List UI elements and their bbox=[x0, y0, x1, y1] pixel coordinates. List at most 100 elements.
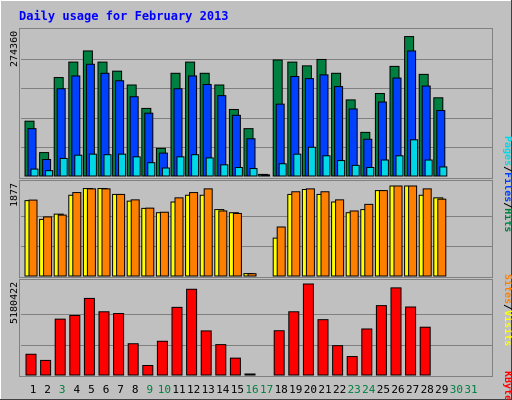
day-label: 1 bbox=[30, 383, 37, 396]
kbytes-bar bbox=[69, 314, 81, 376]
day-label: 12 bbox=[187, 383, 200, 396]
kbytes-bar bbox=[171, 306, 183, 376]
pages-bar bbox=[59, 157, 68, 177]
day-label: 19 bbox=[289, 383, 302, 396]
kbytes-bar bbox=[54, 318, 66, 376]
sites-bar bbox=[57, 214, 67, 277]
day-label: 28 bbox=[421, 383, 434, 396]
day-label: 15 bbox=[231, 383, 244, 396]
day-label: 5 bbox=[88, 383, 95, 396]
kbytes-bar bbox=[405, 306, 417, 376]
visits-ymax-label: 1877 bbox=[9, 183, 20, 207]
pages-bar bbox=[366, 166, 375, 177]
sites-bar bbox=[130, 199, 140, 277]
pages-bar bbox=[176, 156, 185, 177]
sites-bar bbox=[247, 273, 257, 277]
panel-hits-files-pages bbox=[21, 36, 492, 177]
sites-bar bbox=[145, 207, 155, 277]
kbytes-bar bbox=[419, 326, 431, 376]
pages-bar bbox=[424, 159, 433, 177]
sites-bar bbox=[203, 188, 213, 277]
legend-hits: Hits bbox=[502, 208, 512, 232]
kbytes-bar bbox=[127, 343, 139, 376]
kbytes-bar bbox=[156, 340, 168, 376]
day-label: 8 bbox=[132, 383, 139, 396]
day-axis: 1 2 3 4 5 6 7 8 9 10 11 12 13 14 15 16 17 18 19 20 21 22 23 24 2… bbox=[30, 383, 478, 396]
sites-bar bbox=[349, 210, 359, 277]
kbytes-bar bbox=[375, 305, 387, 376]
pages-bar bbox=[147, 162, 156, 177]
kbytes-ymax-label: 5180422 bbox=[9, 282, 20, 324]
day-label: 16 bbox=[245, 383, 258, 396]
pages-bar bbox=[307, 146, 316, 177]
kbytes-bar bbox=[317, 319, 329, 376]
day-label: 24 bbox=[362, 383, 376, 396]
pages-bar bbox=[103, 154, 112, 177]
day-label: 26 bbox=[391, 383, 404, 396]
sites-bar bbox=[174, 197, 184, 277]
legend-files: Files bbox=[502, 172, 512, 202]
pages-bar bbox=[118, 153, 127, 177]
kbytes-bar bbox=[302, 283, 314, 376]
legend-separator: / bbox=[502, 202, 512, 208]
files-bar bbox=[217, 95, 227, 177]
pages-bar bbox=[191, 154, 200, 177]
kbytes-bar bbox=[390, 287, 402, 376]
day-label: 20 bbox=[304, 383, 317, 396]
kbytes-bar bbox=[142, 365, 154, 376]
pages-bar bbox=[380, 159, 389, 177]
kbytes-bar bbox=[40, 359, 52, 376]
day-label: 22 bbox=[333, 383, 346, 396]
sites-bar bbox=[43, 216, 53, 277]
sites-bar bbox=[116, 193, 126, 277]
pages-bar bbox=[234, 166, 243, 177]
kbytes-bar bbox=[288, 311, 300, 376]
pages-bar bbox=[45, 170, 54, 177]
kbytes-bar bbox=[98, 311, 110, 376]
files-bar bbox=[231, 114, 241, 177]
legend-visits-sites: Sites/Visits bbox=[502, 274, 512, 346]
day-label: 25 bbox=[377, 383, 390, 396]
pages-bar bbox=[205, 157, 214, 177]
pages-bar bbox=[278, 163, 287, 177]
pages-bar bbox=[220, 164, 229, 177]
legend-sites: Sites bbox=[502, 274, 512, 304]
kbytes-bar bbox=[215, 344, 227, 376]
kbytes-bar bbox=[273, 330, 285, 376]
day-label: 9 bbox=[146, 383, 153, 396]
sites-bar bbox=[232, 212, 242, 277]
pages-bar bbox=[410, 139, 419, 177]
pages-bar bbox=[439, 166, 448, 177]
day-label: 30 bbox=[450, 383, 463, 396]
sites-bar bbox=[28, 199, 38, 277]
sites-bar bbox=[72, 192, 82, 277]
kbytes-bar bbox=[113, 313, 125, 376]
sites-bar bbox=[159, 211, 169, 277]
day-label: 14 bbox=[216, 383, 230, 396]
files-bar bbox=[261, 174, 271, 177]
day-label: 6 bbox=[103, 383, 110, 396]
pages-bar bbox=[351, 164, 360, 177]
day-label: 2 bbox=[44, 383, 51, 396]
pages-bar bbox=[74, 154, 83, 177]
sites-bar bbox=[422, 188, 432, 277]
sites-bar bbox=[335, 199, 345, 277]
sites-bar bbox=[364, 203, 374, 277]
pages-bar bbox=[161, 167, 170, 177]
day-label: 29 bbox=[435, 383, 448, 396]
kbytes-bar bbox=[229, 357, 241, 376]
sites-bar bbox=[320, 191, 330, 277]
legend-kbytes: KBytes bbox=[502, 371, 512, 400]
pages-bar bbox=[322, 155, 331, 177]
sites-bar bbox=[86, 188, 96, 277]
day-label: 10 bbox=[158, 383, 171, 396]
kbytes-bar bbox=[346, 356, 358, 376]
legend-hits-files-pages: Pages/Files/Hits bbox=[502, 136, 512, 232]
legend-separator: / bbox=[502, 166, 512, 172]
pages-bar bbox=[30, 168, 39, 177]
day-label: 21 bbox=[318, 383, 331, 396]
kbytes-bar bbox=[25, 353, 37, 376]
day-label: 7 bbox=[117, 383, 124, 396]
hits-ymax-label: 274360 bbox=[9, 31, 20, 67]
day-label: 13 bbox=[202, 383, 215, 396]
